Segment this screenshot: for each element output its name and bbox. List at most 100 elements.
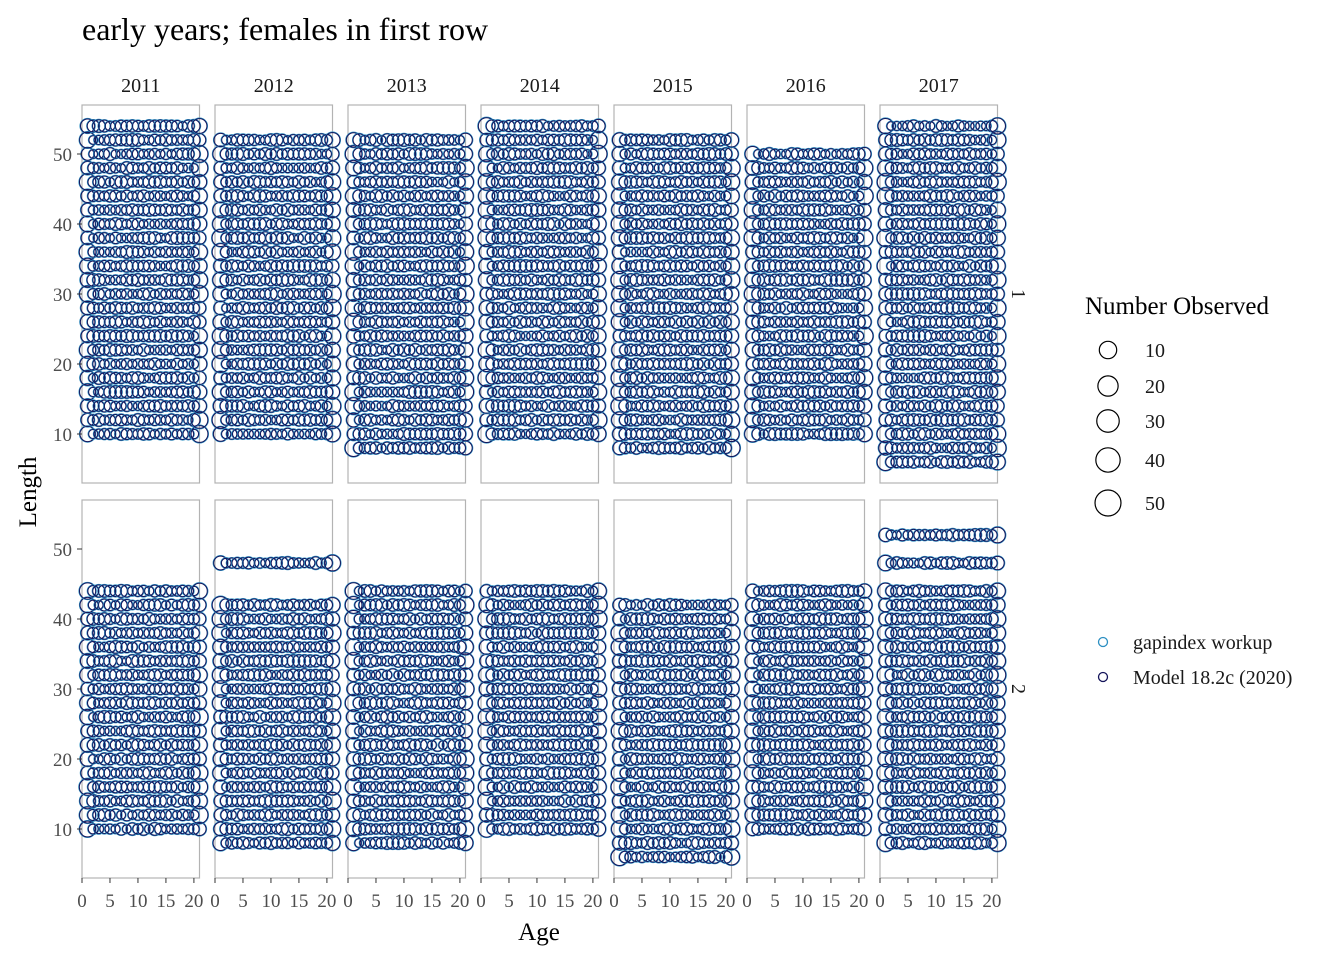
data-point-gapindex <box>181 287 195 301</box>
data-point-gapindex <box>190 341 209 359</box>
facet-panel-2014-1 <box>476 104 609 484</box>
data-point-gapindex <box>189 424 210 444</box>
data-point-model <box>79 257 96 275</box>
data-point-gapindex <box>188 288 200 300</box>
data-point-model <box>110 429 121 439</box>
data-point-model <box>103 385 117 399</box>
data-point-model <box>159 273 173 287</box>
data-point-gapindex <box>97 385 112 399</box>
data-point-gapindex <box>79 398 96 414</box>
data-point-model <box>98 301 111 315</box>
data-point-gapindex <box>153 371 168 385</box>
data-point-gapindex <box>143 344 155 356</box>
data-point-model <box>92 329 105 343</box>
data-point-gapindex <box>79 300 96 316</box>
data-point-gapindex <box>191 355 208 373</box>
data-point-model <box>166 345 177 355</box>
data-point-model <box>132 302 144 314</box>
data-point-gapindex <box>120 413 133 427</box>
data-point-model <box>171 316 184 328</box>
data-point-model <box>138 372 149 384</box>
data-point-model <box>190 411 209 429</box>
data-point-model <box>92 343 106 357</box>
data-point-gapindex <box>182 414 194 426</box>
data-point-model <box>105 275 115 285</box>
data-point-gapindex <box>142 399 156 413</box>
data-point-model <box>103 343 117 357</box>
data-point-model <box>191 341 208 359</box>
data-point-gapindex <box>181 329 195 343</box>
data-point-model <box>120 400 133 412</box>
data-point-gapindex <box>190 270 209 290</box>
data-point-gapindex <box>142 315 156 329</box>
data-point-gapindex <box>108 329 123 343</box>
data-point-gapindex <box>142 329 156 343</box>
data-point-gapindex <box>119 328 135 344</box>
data-point-model <box>131 385 145 399</box>
data-point-gapindex <box>125 259 140 273</box>
data-point-gapindex <box>181 370 196 386</box>
data-point-gapindex <box>125 385 140 399</box>
data-point-gapindex <box>114 371 128 385</box>
data-point-gapindex <box>102 384 118 400</box>
data-point-model <box>190 285 209 303</box>
data-point-model <box>182 330 195 342</box>
data-point-gapindex <box>166 358 177 370</box>
data-point-gapindex <box>78 257 97 275</box>
data-point-gapindex <box>86 399 100 413</box>
data-point-gapindex <box>154 358 167 370</box>
data-point-model <box>110 400 121 412</box>
data-point-model <box>159 371 173 385</box>
data-point-gapindex <box>187 399 201 413</box>
data-point-gapindex <box>137 329 151 343</box>
data-point-gapindex <box>119 273 134 287</box>
data-point-gapindex <box>175 273 190 287</box>
data-point-model <box>79 341 97 359</box>
data-point-model <box>149 345 160 355</box>
data-point-model <box>127 401 138 411</box>
chart-title: early years; females in first row <box>82 11 488 47</box>
data-point-model <box>115 400 127 412</box>
data-point-model <box>127 359 138 369</box>
data-point-gapindex <box>114 329 128 343</box>
data-point-gapindex <box>115 357 128 371</box>
data-point-gapindex <box>86 328 101 344</box>
data-point-model <box>188 428 200 440</box>
data-point-model <box>177 372 189 384</box>
data-point-model <box>190 425 209 443</box>
data-point-gapindex <box>149 316 161 328</box>
data-point-gapindex <box>102 370 118 386</box>
data-point-gapindex <box>92 329 106 343</box>
data-point-model <box>187 315 201 329</box>
data-point-model <box>182 358 194 370</box>
data-point-gapindex <box>126 343 139 357</box>
data-point-model <box>166 302 177 314</box>
data-point-gapindex <box>79 369 97 387</box>
data-point-gapindex <box>102 342 118 358</box>
data-point-gapindex <box>103 427 117 441</box>
data-point-gapindex <box>97 301 112 315</box>
data-point-model <box>149 429 160 439</box>
data-point-gapindex <box>86 301 100 315</box>
data-point-model <box>121 302 133 314</box>
data-point-gapindex <box>165 302 178 314</box>
data-point-model <box>164 329 179 343</box>
data-point-model <box>98 260 111 272</box>
data-point-model <box>144 387 154 397</box>
data-point-gapindex <box>104 274 116 286</box>
data-point-gapindex <box>176 315 189 329</box>
data-point-model <box>166 359 177 369</box>
data-point-model <box>148 414 161 426</box>
data-point-gapindex <box>130 272 146 288</box>
data-point-gapindex <box>188 428 200 440</box>
data-point-model <box>142 399 156 413</box>
panel-background <box>81 104 201 484</box>
data-point-gapindex <box>149 344 161 356</box>
data-point-model <box>182 274 194 286</box>
data-point-gapindex <box>126 315 139 329</box>
data-point-model <box>191 356 208 372</box>
data-point-gapindex <box>191 397 208 415</box>
data-point-gapindex <box>143 386 155 398</box>
data-point-model <box>177 359 188 369</box>
